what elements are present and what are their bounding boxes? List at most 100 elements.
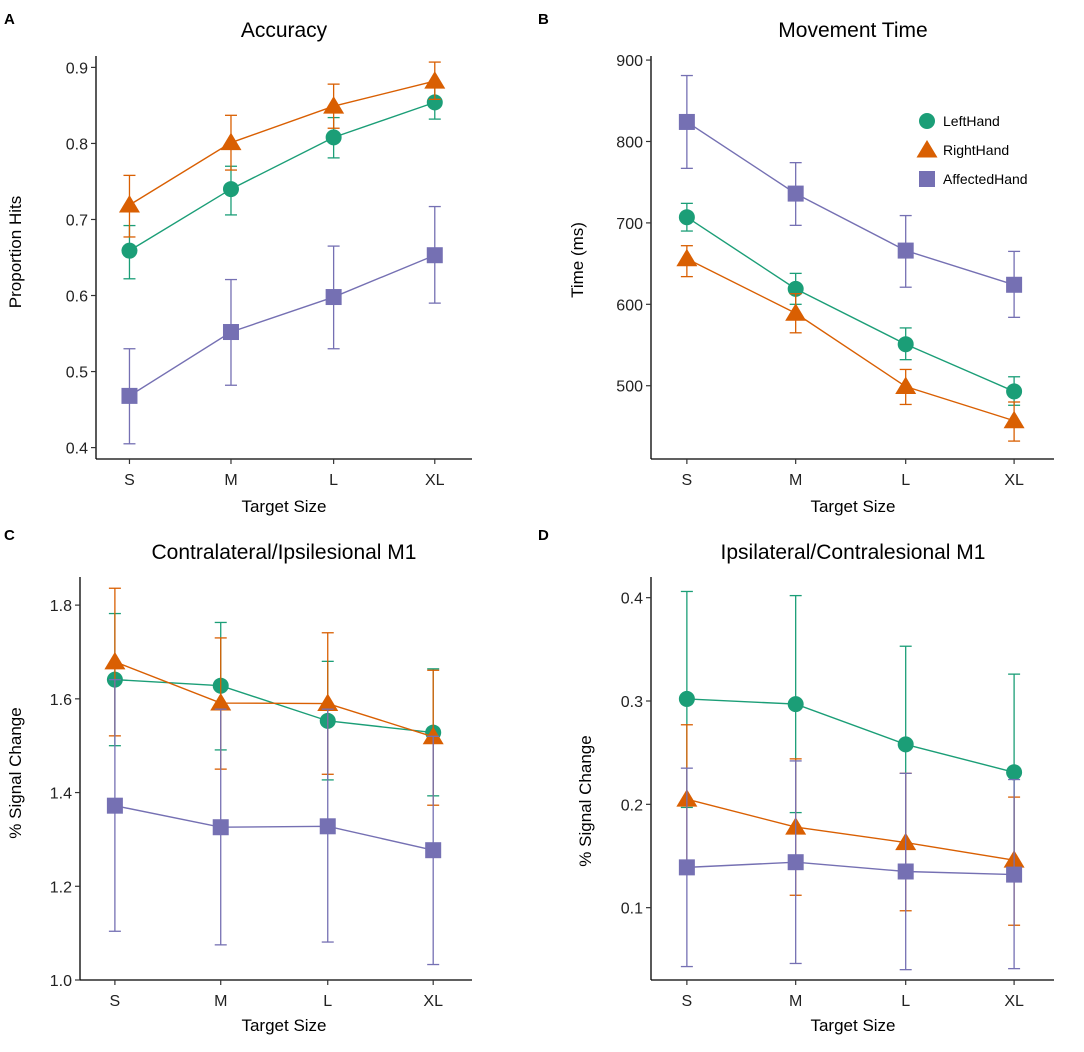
y-tick-label: 0.4 — [66, 441, 88, 458]
legend-affectedhand-point — [919, 171, 935, 187]
y-axis-label: Proportion Hits — [6, 196, 25, 308]
righthand-point — [424, 71, 446, 89]
legend-item: LeftHand — [919, 113, 1000, 129]
series-line-lefthand — [114, 678, 434, 734]
y-tick-label: 0.9 — [66, 60, 88, 77]
lefthand-point — [678, 209, 695, 226]
legend-righthand-point — [916, 140, 938, 158]
x-tick-label: M — [224, 472, 237, 489]
lefthand-point — [426, 94, 443, 111]
series-line-righthand — [129, 80, 435, 206]
affectedhand-point — [897, 863, 914, 880]
affectedhand-point — [106, 797, 123, 814]
legend: LeftHand RightHand AffectedHand — [916, 113, 1028, 187]
y-tick-label: 1.4 — [50, 786, 72, 803]
lefthand-point — [121, 242, 138, 259]
series-line-affectedhand — [114, 804, 434, 851]
affectedhand-point — [425, 842, 442, 859]
series-line-lefthand — [129, 101, 436, 252]
y-axis-label: Time (ms) — [568, 222, 587, 298]
plot-area: 0.4 0.5 0.6 0.7 0.8 0.9 S M L XL — [66, 56, 472, 489]
y-tick-label: 500 — [616, 379, 643, 396]
panel-a: A Accuracy Target Size Proportion Hits 0… — [4, 11, 472, 516]
y-tick-label: 0.8 — [66, 136, 88, 153]
y-tick-label: 1.6 — [50, 692, 72, 709]
legend-label: RightHand — [943, 142, 1009, 158]
y-tick-label: 700 — [616, 216, 643, 233]
affectedhand-point — [678, 113, 695, 130]
y-tick-label: 0.2 — [621, 797, 643, 814]
righthand-point — [895, 376, 917, 395]
x-tick-label: L — [901, 472, 910, 489]
x-tick-label: S — [110, 993, 121, 1010]
series-line-lefthand — [686, 698, 1015, 773]
lefthand-point — [1006, 383, 1023, 400]
legend-label: LeftHand — [943, 113, 1000, 129]
y-tick-label: 1.2 — [50, 879, 72, 896]
righthand-point — [210, 693, 232, 711]
plot-area: 0.1 0.2 0.3 0.4 S M L XL — [621, 577, 1054, 1010]
legend-item: AffectedHand — [919, 171, 1028, 187]
panel-letter: D — [538, 527, 549, 544]
series-line-affectedhand — [686, 121, 1015, 286]
righthand-point — [220, 132, 242, 151]
chart-title: Ipsilateral/Contralesional M1 — [721, 541, 986, 564]
lefthand-point — [678, 690, 695, 707]
series-line-affectedhand — [129, 254, 436, 397]
lefthand-point — [787, 280, 804, 297]
y-tick-label: 0.7 — [66, 212, 88, 229]
x-axis-label: Target Size — [241, 1016, 326, 1035]
y-tick-label: 0.1 — [621, 901, 643, 918]
lefthand-point — [897, 736, 914, 753]
affectedhand-point — [212, 819, 229, 836]
x-tick-label: M — [789, 472, 802, 489]
series-line-righthand — [686, 798, 1015, 861]
affectedhand-point — [1006, 276, 1023, 293]
chart-title: Contralateral/Ipsilesional M1 — [152, 541, 417, 564]
affectedhand-point — [325, 289, 342, 306]
y-axis-label: % Signal Change — [576, 735, 595, 866]
y-tick-label: 800 — [616, 134, 643, 151]
series-line-righthand — [114, 661, 434, 738]
panel-d: D Ipsilateral/Contralesional M1 Target S… — [538, 527, 1054, 1035]
righthand-point — [323, 96, 345, 114]
x-tick-label: M — [214, 993, 227, 1010]
panel-letter: C — [4, 527, 15, 544]
y-tick-label: 1.0 — [50, 973, 72, 990]
x-tick-label: S — [682, 993, 693, 1010]
x-tick-label: XL — [1004, 993, 1024, 1010]
lefthand-point — [325, 129, 342, 146]
righthand-point — [676, 248, 698, 267]
righthand-point — [785, 303, 807, 321]
series-line-affectedhand — [686, 861, 1015, 876]
x-tick-label: XL — [423, 993, 443, 1010]
x-tick-label: M — [789, 993, 802, 1010]
y-tick-label: 900 — [616, 53, 643, 70]
panel-letter: A — [4, 11, 15, 28]
righthand-point — [317, 693, 339, 712]
x-tick-label: L — [329, 472, 338, 489]
affectedhand-point — [222, 324, 239, 341]
y-tick-label: 600 — [616, 297, 643, 314]
chart-title: Accuracy — [241, 19, 328, 42]
affectedhand-point — [897, 242, 914, 259]
lefthand-point — [897, 336, 914, 353]
affectedhand-point — [678, 859, 695, 876]
x-tick-label: L — [323, 993, 332, 1010]
righthand-point — [104, 651, 126, 670]
x-tick-label: L — [901, 993, 910, 1010]
x-tick-label: XL — [1004, 472, 1024, 489]
righthand-point — [1003, 410, 1025, 429]
y-tick-label: 0.6 — [66, 289, 88, 306]
x-tick-label: S — [682, 472, 693, 489]
lefthand-point — [787, 696, 804, 713]
legend-item: RightHand — [916, 140, 1009, 158]
panel-c: C Contralateral/Ipsilesional M1 Target S… — [4, 527, 472, 1035]
chart-title: Movement Time — [778, 19, 927, 42]
panel-b: B Movement Time Target Size Time (ms) 50… — [538, 11, 1054, 516]
y-tick-label: 0.3 — [621, 694, 643, 711]
legend-lefthand-point — [919, 113, 935, 129]
x-axis-label: Target Size — [810, 497, 895, 516]
x-axis-label: Target Size — [241, 497, 326, 516]
